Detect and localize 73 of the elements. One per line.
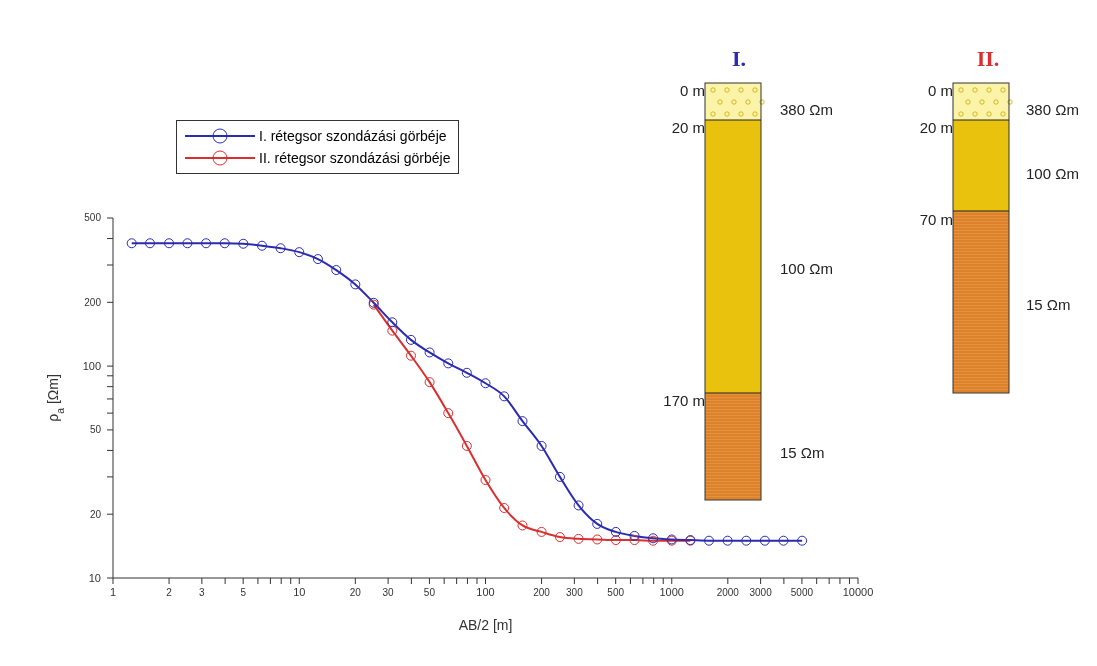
x-tick-label: 3 <box>199 587 206 598</box>
point <box>238 238 249 249</box>
point <box>257 240 268 251</box>
point <box>480 378 491 389</box>
x-tick-label: 100 <box>476 586 495 598</box>
point <box>182 238 193 249</box>
x-tick-label: 20 <box>349 587 362 598</box>
x-tick-label: 10 <box>293 586 306 598</box>
text: 15 Ωm <box>1026 296 1071 313</box>
text: 20 m <box>919 119 953 136</box>
point <box>405 334 416 345</box>
text: 20 m <box>671 119 705 136</box>
point <box>797 535 808 546</box>
text: 100 Ωm <box>1026 165 1079 182</box>
text: 380 Ωm <box>780 101 833 118</box>
text: 0 m <box>679 82 705 99</box>
x-tick-label: 50 <box>423 587 436 598</box>
x-tick-label: 3000 <box>749 587 773 598</box>
point <box>443 358 454 369</box>
legend-label: II. rétegsor szondázási görbéje <box>259 150 451 166</box>
point <box>517 416 528 427</box>
y-tick-label: 500 <box>84 212 102 224</box>
text: I. <box>731 46 747 71</box>
point <box>461 367 472 378</box>
point <box>554 471 565 482</box>
y-tick-label: 50 <box>89 424 102 436</box>
x-tick-label: 1000 <box>659 586 684 598</box>
annotation: 15 Ωm <box>780 444 825 461</box>
x-tick-label: 10000 <box>842 586 874 598</box>
point <box>126 238 137 249</box>
text: 0 m <box>927 82 953 99</box>
point <box>387 317 398 328</box>
x-tick-label: 5 <box>240 587 247 598</box>
annotation: 170 m <box>663 392 705 409</box>
point <box>722 535 733 546</box>
point <box>145 238 155 249</box>
point <box>573 500 584 511</box>
y-tick-label: 10 <box>88 571 101 584</box>
point <box>704 535 715 546</box>
y-tick-label: 20 <box>89 508 102 520</box>
x-tick-label: 1 <box>109 586 117 598</box>
x-tick-label: 5000 <box>790 587 814 598</box>
point <box>275 243 286 254</box>
point <box>424 347 435 358</box>
x-tick-label: 500 <box>607 587 625 598</box>
point <box>536 440 547 451</box>
point <box>499 391 510 402</box>
point <box>778 535 789 546</box>
y-tick-label: 200 <box>84 296 102 308</box>
text: II. <box>976 46 1000 71</box>
point <box>629 530 640 541</box>
text: 70 m <box>919 211 953 228</box>
point <box>741 535 752 546</box>
x-tick-label: 300 <box>566 587 584 598</box>
y-tick-label: 100 <box>82 359 101 372</box>
x-tick-label: 200 <box>533 587 551 598</box>
legend-label: I. rétegsor szondázási görbéje <box>259 128 447 144</box>
point <box>312 254 323 265</box>
text: 380 Ωm <box>1026 101 1079 118</box>
x-axis-title: AB/2 [m] <box>458 617 513 633</box>
x-tick-label: 30 <box>382 587 395 598</box>
point <box>350 279 361 290</box>
point <box>201 238 212 249</box>
annotation: 100 Ωm <box>780 260 833 277</box>
point <box>331 265 342 276</box>
point <box>610 526 621 537</box>
point <box>219 238 230 249</box>
point <box>164 238 175 249</box>
point <box>294 247 305 258</box>
point <box>592 518 603 529</box>
x-tick-label: 2 <box>166 587 173 598</box>
point <box>759 535 770 546</box>
x-tick-label: 2000 <box>716 587 740 598</box>
